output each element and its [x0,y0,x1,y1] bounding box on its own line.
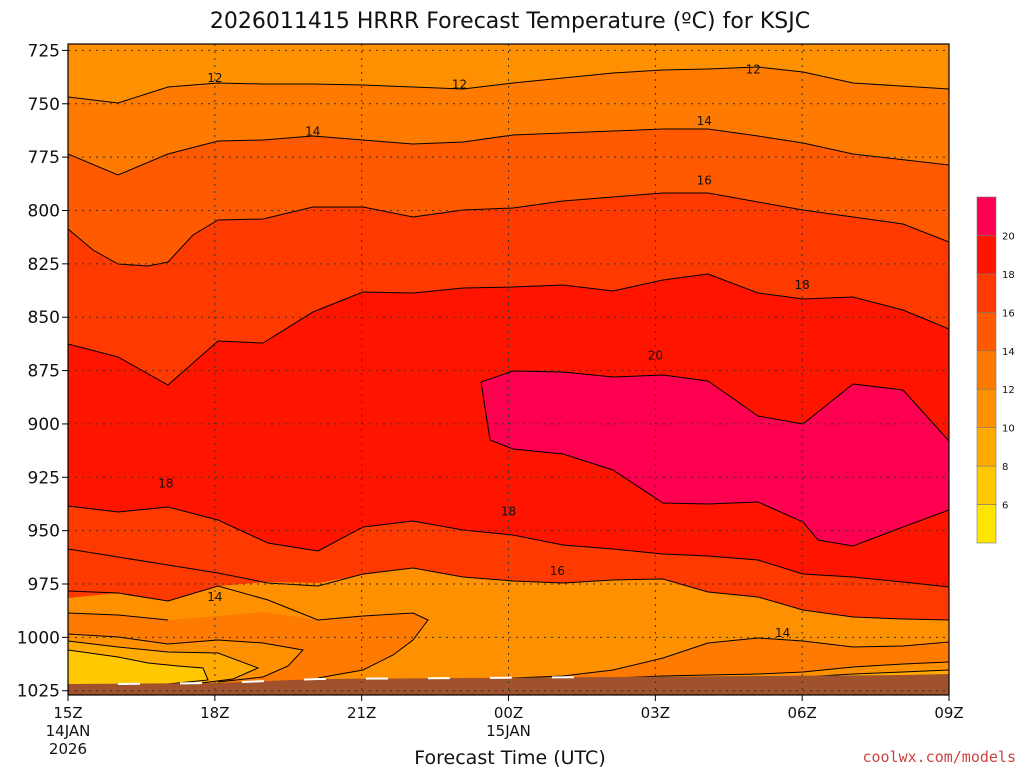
colorbar-label-16: 16 [1002,308,1015,319]
contour-10-left [68,640,260,685]
y-tick-label-875: 875 [28,362,60,382]
y-tick-label-750: 750 [28,95,60,115]
chart-title: 2026011415 HRRR Forecast Temperature (ºC… [210,9,810,34]
x-tick-label-03Z: 03Z [641,704,670,722]
y-tick-label-1000: 1000 [17,628,60,648]
band-6-8 [68,650,208,688]
surface-highlight [117,676,614,685]
contour-label-16-5: 16 [697,174,712,188]
contour-10-right [802,669,949,678]
x-tick-label-21Z: 21Z [347,704,376,722]
colorbar-swatch-4 [976,350,997,390]
colorbar-label-8: 8 [1002,462,1008,473]
y-tick-label-1025: 1025 [17,682,60,702]
colorbar-label-12: 12 [1002,385,1015,396]
contour-label-18-9: 18 [501,504,516,518]
y-tick-label-950: 950 [28,522,60,542]
colorbar-label-10: 10 [1002,424,1015,435]
band-20-22 [481,371,949,546]
contour-label-12-1: 12 [452,78,467,92]
y-tick-label-775: 775 [28,148,60,168]
contour-14 [68,128,949,176]
contour-label-14-12: 14 [775,626,790,640]
contour-label-18-6: 18 [795,278,810,292]
x-tick-label-00Z: 00Z [494,704,523,722]
colorbar-swatch-5 [976,312,997,352]
colorbar: 6 8 10 12 14 16 18 20 [976,196,1015,544]
contour-12-left [68,633,304,683]
x-tick-year-15Z: 2026 [49,740,87,758]
contour-label-18-8: 18 [158,477,173,491]
y-tick-label-975: 975 [28,575,60,595]
x-axis-label: Forecast Time (UTC) [414,747,605,768]
contour-18-upper [68,273,949,386]
contour-label-12-0: 12 [207,71,222,85]
contour-lines [68,66,949,685]
x-tick-label-15Z: 15Z [53,704,82,722]
colorbar-label-14: 14 [1002,347,1015,358]
contour-8-left [68,649,209,685]
contour-label-14-11: 14 [207,590,222,604]
colorbar-swatch-6 [976,273,997,313]
x-tick-label-18Z: 18Z [200,704,229,722]
contour-16 [68,192,949,267]
contour-label-16-10: 16 [550,564,565,578]
contour-18-lower [68,505,949,588]
y-tick-label-925: 925 [28,468,60,488]
contour-20 [480,370,949,547]
colorbar-swatch-1 [976,465,997,505]
y-tick-label-725: 725 [28,41,60,61]
x-tick-date-00Z: 15JAN [486,722,531,740]
contour-label-20-7: 20 [648,349,663,363]
colorbar-label-20: 20 [1002,231,1015,242]
y-tick-label-825: 825 [28,255,60,275]
colorbar-swatch-7 [976,235,997,275]
colorbar-swatch-0 [976,504,997,544]
colorbar-swatch-2 [976,427,997,467]
contour-14-lower [68,585,429,679]
x-tick-label-09Z: 09Z [934,704,963,722]
axes: 725 750 775 800 825 850 875 900 925 950 975 1000 102… [17,41,964,758]
contour-12-lower [68,612,169,621]
y-tick-label-900: 900 [28,415,60,435]
surface-ground [68,674,949,695]
contour-12-right [612,661,949,679]
colorbar-swatch-3 [976,388,997,428]
contour-12 [68,66,949,104]
contour-16-lower [68,548,949,621]
colorbar-swatch-8 [976,196,997,236]
x-tick-date-15Z: 14JAN [46,722,91,740]
x-tick-label-06Z: 06Z [787,704,816,722]
colorbar-label-18: 18 [1002,270,1015,281]
credit-text: coolwx.com/models [862,748,1016,766]
contour-labels: 12 12 12 14 14 16 18 20 18 18 16 14 14 [158,63,810,640]
y-tick-label-800: 800 [28,201,60,221]
contour-label-14-4: 14 [697,114,712,128]
colorbar-label-6: 6 [1002,501,1008,512]
contour-label-12-2: 12 [746,63,761,77]
contour-label-14-3: 14 [305,125,320,139]
y-tick-label-850: 850 [28,308,60,328]
